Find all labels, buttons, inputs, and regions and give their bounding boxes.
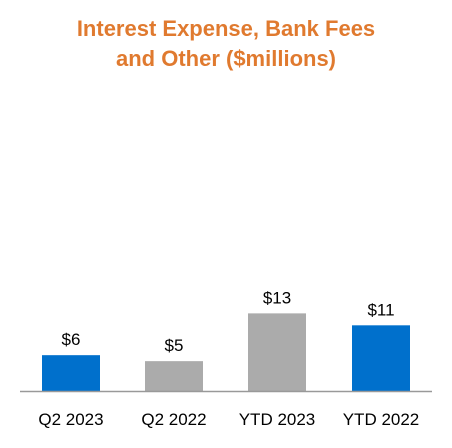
- data-label: $5: [165, 336, 184, 355]
- bars-layer: [42, 313, 410, 391]
- bar-ytd-2023: [248, 313, 306, 391]
- x-tick-label: YTD 2022: [343, 410, 420, 429]
- data-label: $6: [62, 330, 81, 349]
- bar-ytd-2022: [352, 325, 410, 391]
- chart-title: Interest Expense, Bank Fees and Other ($…: [0, 14, 452, 74]
- x-tick-label: YTD 2023: [239, 410, 316, 429]
- x-tick-labels-layer: Q2 2023 Q2 2022 YTD 2023 YTD 2022: [38, 410, 419, 429]
- chart-title-line-1: Interest Expense, Bank Fees: [76, 16, 376, 41]
- data-labels-layer: $6 $5 $13 $11: [62, 288, 395, 355]
- x-tick-label: Q2 2022: [141, 410, 206, 429]
- data-label: $11: [367, 300, 394, 319]
- bar-q2-2022: [145, 361, 203, 391]
- bar-q2-2023: [42, 355, 100, 391]
- chart-title-line-2: and Other ($millions): [115, 46, 337, 71]
- data-label: $13: [263, 288, 291, 307]
- x-tick-label: Q2 2023: [38, 410, 103, 429]
